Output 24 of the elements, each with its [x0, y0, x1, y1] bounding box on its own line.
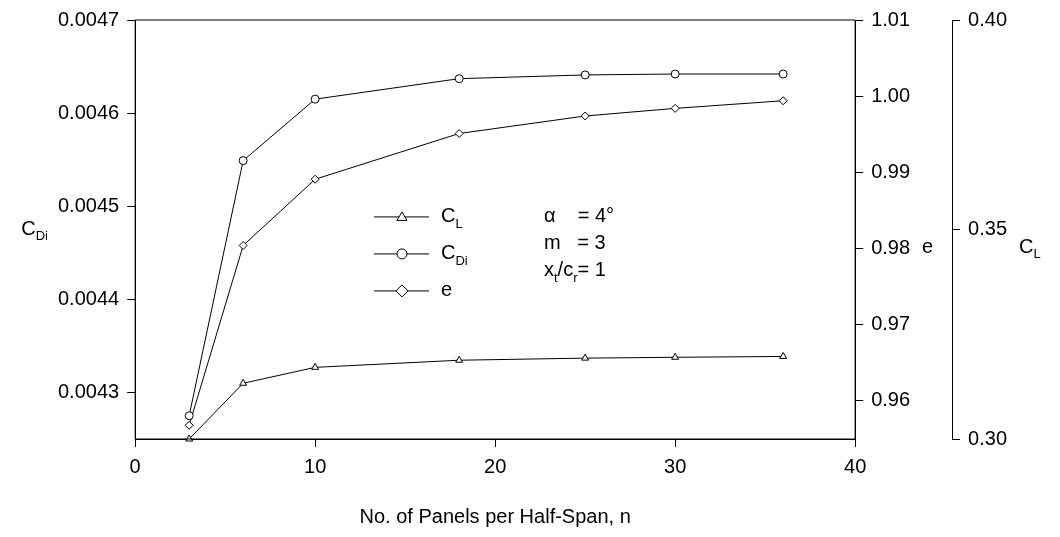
x-tick-label: 30	[664, 454, 687, 477]
annotation: m = 3	[543, 231, 606, 254]
x-axis-title: No. of Panels per Half-Span, n	[359, 504, 631, 527]
y2-axis-title: e	[922, 235, 934, 258]
x-tick-label: 0	[129, 454, 141, 477]
y2-tick-label: 0.98	[871, 236, 911, 259]
y3-tick-label: 0.30	[968, 426, 1008, 449]
x-tick-label: 20	[484, 454, 507, 477]
y-tick-label: 0.0045	[58, 193, 120, 216]
y2-tick-label: 0.99	[871, 159, 911, 182]
annotation: α = 4°	[543, 204, 615, 227]
y2-tick-label: 0.97	[871, 312, 911, 335]
y3-tick-label: 0.35	[968, 217, 1008, 240]
y-tick-label: 0.0043	[58, 379, 120, 402]
y2-tick-label: 1.00	[871, 83, 911, 106]
y2-tick-label: 0.96	[871, 388, 911, 411]
x-tick-label: 10	[304, 454, 327, 477]
y-tick-label: 0.0046	[58, 100, 120, 123]
x-tick-label: 40	[844, 454, 867, 477]
y2-tick-label: 1.01	[871, 7, 911, 30]
y-tick-label: 0.0047	[58, 7, 120, 30]
y-tick-label: 0.0044	[58, 286, 120, 309]
y3-tick-label: 0.40	[968, 7, 1008, 30]
legend-label: e	[440, 278, 453, 301]
